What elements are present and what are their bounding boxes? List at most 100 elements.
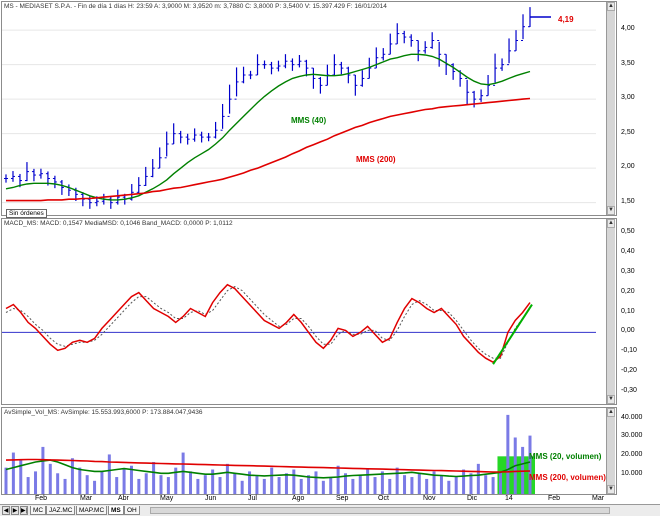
volume-bar	[373, 477, 377, 494]
volume-bar	[329, 477, 333, 494]
price-panel[interactable]: MS - MEDIASET S.P.A. - Fin de día 1 días…	[1, 1, 617, 218]
y-tick-label: 2,50	[621, 128, 635, 136]
volume-bar	[366, 469, 370, 494]
y-tick-label: 0,20	[621, 287, 635, 295]
volume-bar	[284, 473, 288, 494]
y-tick-label: -0,20	[621, 367, 637, 375]
mms40-label: MMS (40)	[291, 116, 327, 125]
scroll-down-icon[interactable]: ▼	[607, 395, 615, 404]
volume-bar	[336, 465, 340, 494]
volume-bar	[447, 480, 451, 494]
price-panel-header: MS - MEDIASET S.P.A. - Fin de día 1 días…	[4, 3, 387, 10]
tab-ms[interactable]: MS	[108, 506, 124, 515]
scroll-up-icon[interactable]: ▲	[607, 2, 615, 11]
volume-bar	[498, 471, 502, 494]
x-axis-month-label: Mar	[592, 495, 605, 502]
tab-bar-scroll[interactable]	[150, 507, 610, 514]
x-axis-month-label: Jul	[248, 495, 257, 502]
volume-bar	[395, 467, 399, 494]
tab-jaz-mc[interactable]: JAZ.MC	[46, 506, 76, 515]
macd-y-axis: 0,50 0,40 0,30 0,20 0,10 0,00 -0,10 -0,20 -0,30	[617, 218, 657, 405]
scroll-up-icon[interactable]: ▲	[607, 219, 615, 228]
volume-bar	[218, 477, 222, 494]
volume-bar	[248, 471, 252, 494]
x-axis-month-label: Nov	[423, 495, 436, 502]
macd-panel[interactable]: MACD_MS: MACD: 0,1547 MediaMSD: 0,1046 B…	[1, 218, 617, 405]
volume-bar	[314, 471, 318, 494]
tab-next-icon[interactable]: ▶	[11, 506, 19, 515]
volume-bar	[277, 477, 281, 494]
macd-chart[interactable]	[2, 219, 606, 404]
volume-bar	[181, 452, 185, 494]
y-tick-label: 40.000	[621, 413, 643, 421]
y-tick-label: 0,40	[621, 247, 635, 255]
volume-bar	[129, 465, 133, 494]
volume-bar	[137, 478, 141, 494]
x-axis-month-label: Ago	[292, 495, 305, 502]
y-tick-label: 20.000	[621, 451, 643, 459]
volume-bar	[85, 475, 89, 494]
volume-bar	[270, 467, 274, 494]
tab-last-icon[interactable]: ▶|	[20, 506, 28, 515]
volume-bar	[174, 467, 178, 494]
volume-bar	[432, 471, 436, 494]
volume-bar	[491, 477, 495, 494]
x-axis-month-label: May	[160, 495, 174, 502]
volume-bar	[107, 454, 111, 494]
volume-bar	[152, 461, 156, 494]
volume-bar	[41, 446, 45, 494]
volume-bar	[78, 467, 82, 494]
symbol-tab-bar: ◀ ▶ ▶| MC JAZ.MC MAP.MC MS OH	[0, 504, 660, 516]
x-axis-months: Feb Mar Abr May Jun Jul Ago Sep Oct Nov Dic 14 Feb Ma…	[0, 495, 617, 504]
scroll-up-icon[interactable]: ▲	[607, 408, 615, 417]
y-tick-label: 30.000	[621, 432, 643, 440]
tab-prev-icon[interactable]: ◀	[2, 506, 10, 515]
volume-bar	[292, 469, 296, 494]
price-scrollbar[interactable]: ▲ ▼	[606, 2, 615, 215]
macd-scrollbar[interactable]: ▲ ▼	[606, 219, 615, 404]
volume-bar	[203, 475, 207, 494]
volume-bar	[358, 475, 362, 494]
y-tick-label: 3,00	[621, 94, 635, 102]
x-axis-month-label: Feb	[35, 495, 48, 502]
volume-bar	[417, 473, 421, 494]
volume-bar	[166, 477, 170, 494]
volume-bar	[255, 475, 259, 494]
volume-bar	[159, 475, 163, 494]
volume-bar	[425, 478, 429, 494]
x-axis-month-label: Oct	[378, 495, 389, 502]
macd-line	[5, 283, 531, 364]
y-tick-label: 10.000	[621, 470, 643, 478]
y-tick-label: 4,00	[621, 25, 635, 33]
volume-bar	[262, 478, 266, 494]
y-tick-label: 0,00	[621, 327, 635, 335]
mms200-label: MMS (200)	[356, 155, 396, 164]
volume-y-axis: 40.000 30.000 20.000 10.000	[617, 407, 657, 495]
x-axis-month-label: Feb	[548, 495, 561, 502]
scroll-down-icon[interactable]: ▼	[607, 206, 615, 215]
volume-scrollbar[interactable]: ▲ ▼	[606, 408, 615, 494]
price-chart[interactable]	[2, 2, 606, 215]
volume-bar	[56, 473, 60, 494]
volume-bar	[454, 477, 458, 494]
volume-chart[interactable]	[2, 408, 606, 494]
volume-bar	[476, 463, 480, 494]
y-tick-label: 0,30	[621, 267, 635, 275]
tab-map-mc[interactable]: MAP.MC	[76, 506, 108, 515]
orders-button[interactable]: Sin órdenes	[6, 209, 47, 218]
volume-bar	[115, 477, 119, 494]
tab-oh[interactable]: OH	[124, 506, 140, 515]
tab-mc[interactable]: MC	[30, 506, 47, 515]
volume-bar	[70, 458, 74, 494]
volume-bar	[4, 467, 8, 494]
scroll-down-icon[interactable]: ▼	[607, 485, 615, 494]
volume-panel-header: AvSimple_Vol_MS: AvSimple: 15.553.993,60…	[4, 409, 203, 416]
volume-bar	[34, 471, 38, 494]
x-axis-month-label: Sep	[336, 495, 349, 502]
volume-bar	[462, 469, 466, 494]
y-tick-label: 1,50	[621, 197, 635, 205]
volume-panel[interactable]: AvSimple_Vol_MS: AvSimple: 15.553.993,60…	[1, 407, 617, 495]
y-tick-label: 3,50	[621, 59, 635, 67]
macd-panel-header: MACD_MS: MACD: 0,1547 MediaMSD: 0,1046 B…	[4, 220, 233, 227]
volume-bar	[63, 478, 67, 494]
